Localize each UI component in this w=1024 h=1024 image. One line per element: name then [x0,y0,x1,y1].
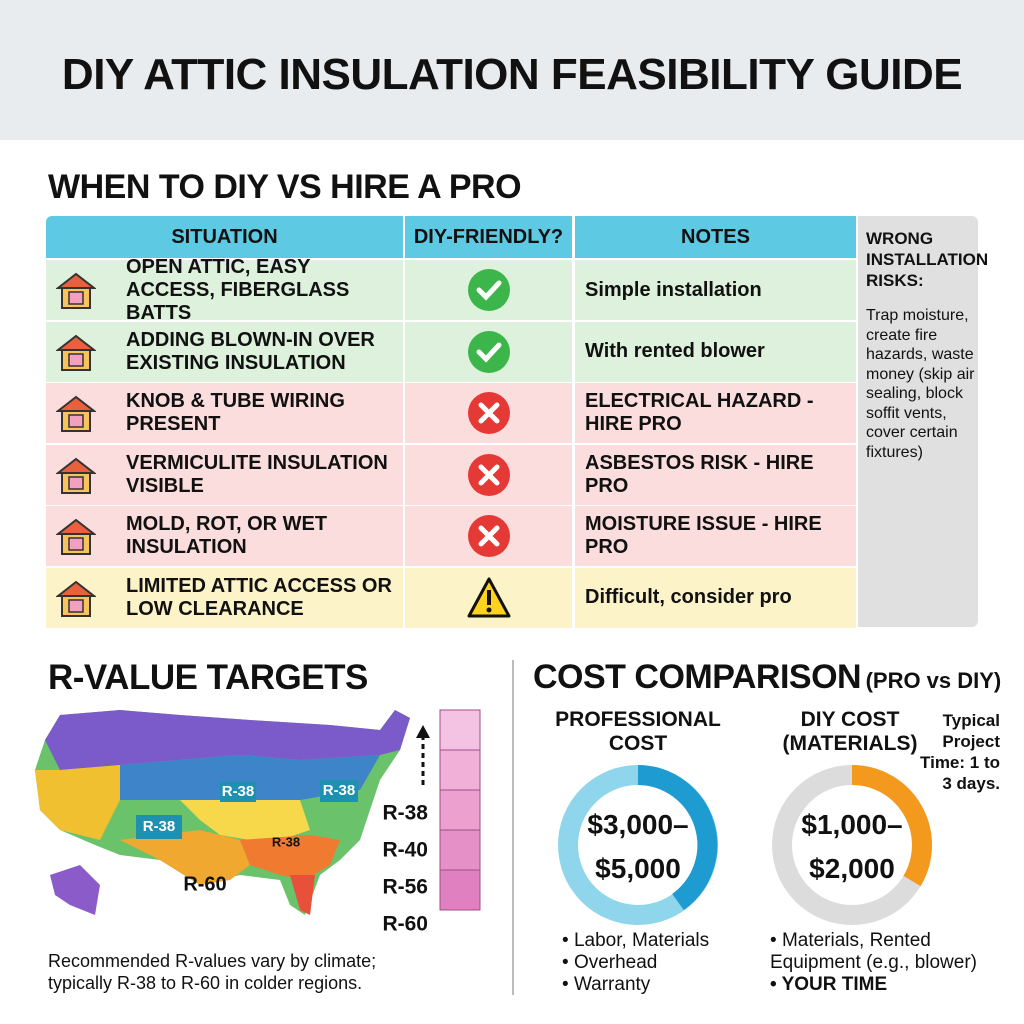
r-value-stack [416,709,481,911]
situation-icon [56,395,96,432]
map-label: R-38 [143,818,176,835]
map-label: R-38 [323,782,356,799]
diy-title: DIY COST (MATERIALS) [782,708,918,755]
pro-title: PROFESSIONAL COST [555,708,721,755]
project-time-note: Typical Project Time: 1 to 3 days. [920,711,1000,793]
cost-subtitle: (PRO vs DIY) [865,668,1002,693]
situation-cell: ADDING BLOWN-IN OVER EXISTING INSULATION [46,321,403,382]
situation-cell: KNOB & TUBE WIRING PRESENT [46,383,403,443]
column-header: SITUATION [46,216,403,258]
cost-heading: COST COMPARISON (PRO vs DIY) [533,658,1001,697]
rvalue-caption: Recommended R-values vary by climate; ty… [48,951,377,993]
rvalue-graphic: R-38 R-38 R-38 R-38 R-60 R-38 R-40 R-56 R-60 [35,709,481,936]
situation-icon [56,457,96,494]
situation-icon [56,580,96,617]
diy-donut-arc [851,765,932,887]
pro-range-low: $3,000– [587,809,689,840]
cost-item: Materials, Rented Equipment (e.g., blowe… [770,930,1000,974]
pro-items: Labor, MaterialsOverheadWarranty [562,930,762,996]
us-map [35,710,410,915]
sidebar-title: WRONG INSTALLATION RISKS: [866,229,989,290]
scale-label: R-40 [382,839,428,862]
notes-cell: ELECTRICAL HAZARD - HIRE PRO [575,383,856,443]
map-label: R-38 [222,783,255,800]
scale-label: R-38 [382,802,428,825]
cost-item: Labor, Materials [562,930,762,952]
header-band [0,0,1024,140]
table-title: WHEN TO DIY VS HIRE A PRO [48,168,522,206]
pro-range-high: $5,000 [595,853,681,884]
sidebar [858,216,978,627]
cost-item: Warranty [562,974,762,996]
rvalue-title: R-VALUE TARGETS [48,658,368,697]
diy-range: $1,000– $2,000 [782,803,922,891]
divider [512,660,514,995]
cost-donuts [558,765,932,925]
status-icon-yes [468,269,510,311]
page-title: DIY ATTIC INSULATION FEASIBILITY GUIDE [61,50,963,99]
notes-cell: ASBESTOS RISK - HIRE PRO [575,444,856,505]
scale-label: R-60 [382,913,428,936]
map-label: R-38 [272,834,300,849]
diy-range-low: $1,000– [801,809,903,840]
notes-cell: Simple installation [575,260,856,320]
sidebar-text: Trap moisture, create fire hazards, wast… [866,307,975,461]
cost-title: COST COMPARISON [533,658,862,696]
status-icon-no [468,392,510,434]
diy-items: Materials, Rented Equipment (e.g., blowe… [770,930,1000,996]
scale-label: R-56 [382,876,428,899]
situation-icon [56,518,96,555]
pro-donut-arc [637,765,718,911]
situation-cell: OPEN ATTIC, EASY ACCESS, FIBERGLASS BATT… [46,256,403,324]
status-icon-no [468,453,510,496]
map-label: R-60 [183,873,226,895]
situation-icon [56,334,96,371]
pro-range: $3,000– $5,000 [568,803,708,891]
column-header: DIY-FRIENDLY? [405,216,572,258]
notes-cell: With rented blower [575,321,856,382]
column-header: NOTES [575,216,856,258]
cost-item: Overhead [562,952,762,974]
notes-cell: MOISTURE ISSUE - HIRE PRO [575,506,856,566]
notes-cell: Difficult, consider pro [575,567,856,628]
situation-cell: LIMITED ATTIC ACCESS OR LOW CLEARANCE [46,567,403,628]
status-icon-caution [467,577,511,617]
status-icon-no [468,515,510,557]
situation-cell: VERMICULITE INSULATION VISIBLE [46,444,403,505]
situation-icon [56,272,96,309]
situation-cell: MOLD, ROT, OR WET INSULATION [46,506,403,566]
cost-item: YOUR TIME [770,974,1000,996]
status-icon-yes [468,330,510,373]
diy-range-high: $2,000 [809,853,895,884]
